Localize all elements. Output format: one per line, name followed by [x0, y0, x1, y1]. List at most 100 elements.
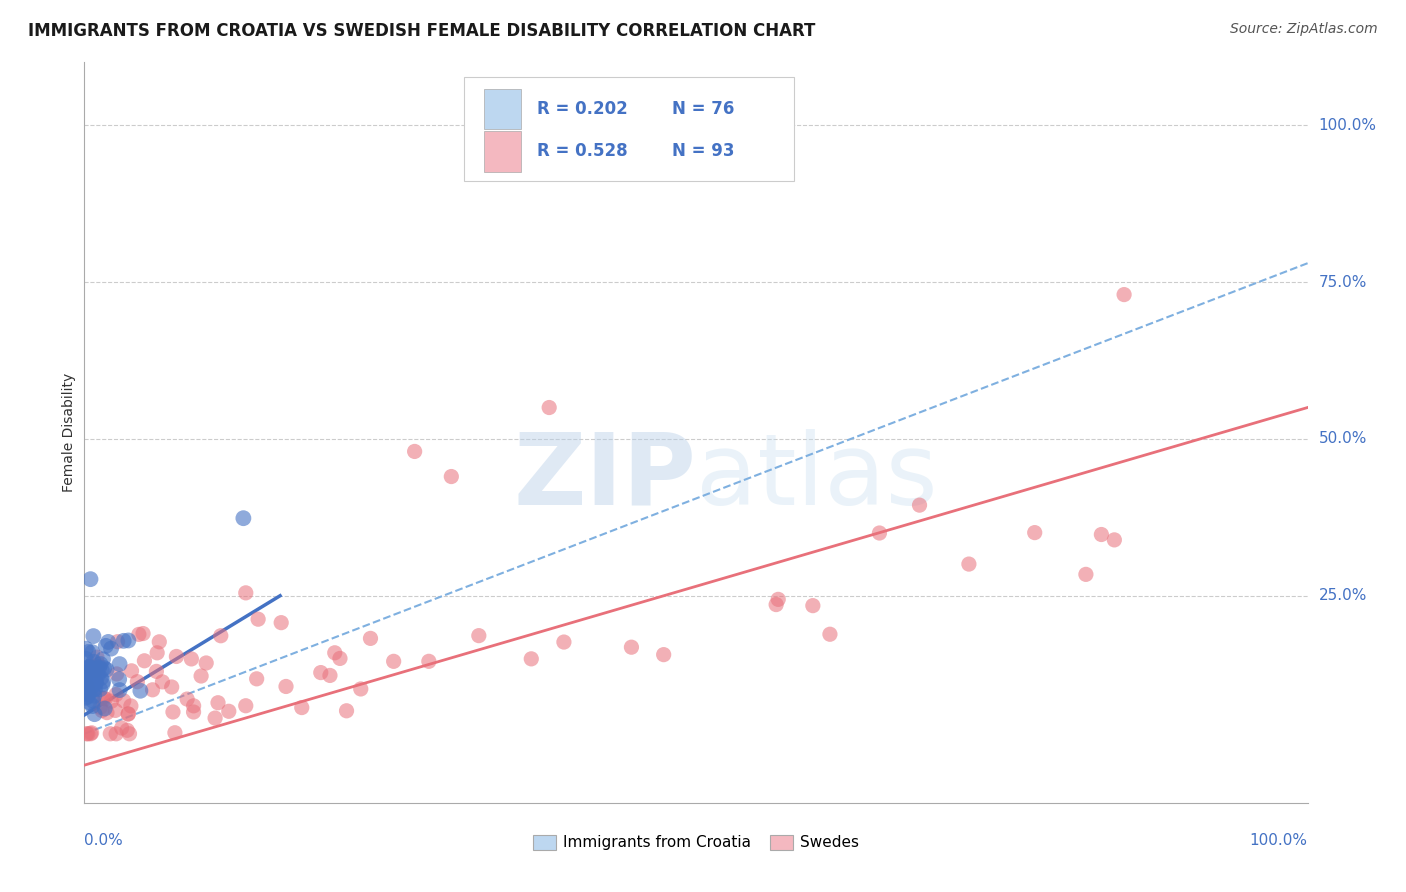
Point: [91, 674, 114, 689]
Point: [76, 680, 98, 694]
Point: [90, 691, 112, 706]
Point: [105, 688, 128, 702]
Point: [79, 660, 101, 674]
Point: [76, 667, 98, 681]
Point: [117, 633, 139, 648]
Point: [108, 673, 131, 687]
Point: [97, 635, 120, 649]
Text: 25.0%: 25.0%: [1319, 588, 1367, 603]
Point: [75, 680, 97, 694]
Point: [146, 646, 169, 660]
Point: [77, 680, 100, 694]
Point: [96, 663, 118, 677]
Point: [93, 691, 115, 706]
Text: atlas: atlas: [696, 428, 938, 525]
Point: [80, 673, 103, 688]
Point: [83, 655, 105, 669]
Point: [145, 665, 167, 679]
Point: [118, 727, 141, 741]
Point: [1024, 525, 1046, 540]
Point: [76, 690, 98, 704]
Point: [160, 680, 183, 694]
Point: [652, 648, 675, 662]
Point: [309, 665, 332, 680]
Point: [77, 660, 100, 674]
Point: [83, 682, 105, 697]
Point: [76, 667, 98, 681]
Point: [180, 652, 202, 666]
Point: [77, 673, 100, 688]
Point: [190, 669, 212, 683]
Point: [82, 629, 104, 643]
Point: [77, 673, 100, 688]
Point: [89, 682, 111, 697]
Point: [176, 692, 198, 706]
Point: [291, 700, 314, 714]
Point: [117, 706, 139, 721]
Point: [235, 698, 257, 713]
Text: IMMIGRANTS FROM CROATIA VS SWEDISH FEMALE DISABILITY CORRELATION CHART: IMMIGRANTS FROM CROATIA VS SWEDISH FEMAL…: [28, 22, 815, 40]
Point: [91, 652, 114, 666]
Text: N = 93: N = 93: [672, 143, 734, 161]
Point: [75, 641, 97, 656]
Point: [766, 592, 789, 607]
Legend: Immigrants from Croatia, Swedes: Immigrants from Croatia, Swedes: [524, 827, 868, 858]
Point: [207, 696, 229, 710]
Point: [418, 654, 440, 668]
FancyBboxPatch shape: [464, 78, 794, 181]
Text: 100.0%: 100.0%: [1250, 833, 1308, 848]
Point: [163, 725, 186, 739]
Point: [329, 651, 352, 665]
Point: [79, 695, 101, 709]
Point: [90, 671, 112, 685]
Point: [127, 674, 149, 689]
Point: [76, 680, 98, 694]
Point: [404, 444, 426, 458]
Point: [76, 727, 98, 741]
Point: [84, 681, 107, 696]
Point: [195, 656, 218, 670]
Point: [360, 632, 382, 646]
Point: [246, 672, 269, 686]
Point: [274, 680, 297, 694]
Point: [76, 665, 98, 680]
Point: [75, 687, 97, 701]
Point: [117, 706, 139, 721]
Point: [75, 660, 97, 674]
Point: [908, 498, 931, 512]
Point: [100, 694, 122, 708]
Point: [82, 672, 104, 686]
Point: [104, 703, 127, 717]
Point: [79, 572, 101, 586]
Text: ZIP: ZIP: [513, 428, 696, 525]
Point: [111, 721, 134, 735]
Point: [869, 526, 891, 541]
Point: [86, 650, 108, 665]
Point: [382, 654, 405, 668]
Point: [79, 727, 101, 741]
Point: [82, 674, 104, 689]
Point: [84, 664, 107, 678]
Point: [100, 641, 122, 656]
Point: [90, 657, 112, 671]
Point: [83, 689, 105, 703]
Text: N = 76: N = 76: [672, 100, 734, 118]
Point: [93, 661, 115, 675]
Point: [107, 634, 129, 648]
Point: [87, 668, 110, 682]
Point: [80, 676, 103, 690]
Point: [75, 651, 97, 665]
Point: [620, 640, 643, 655]
Point: [82, 678, 104, 692]
Point: [108, 683, 131, 698]
Point: [209, 629, 232, 643]
Point: [323, 646, 346, 660]
Point: [94, 639, 117, 653]
Point: [84, 661, 107, 675]
Point: [247, 612, 270, 626]
Point: [183, 705, 205, 719]
Point: [82, 665, 104, 679]
Point: [520, 652, 543, 666]
Point: [350, 681, 373, 696]
Point: [115, 723, 138, 738]
